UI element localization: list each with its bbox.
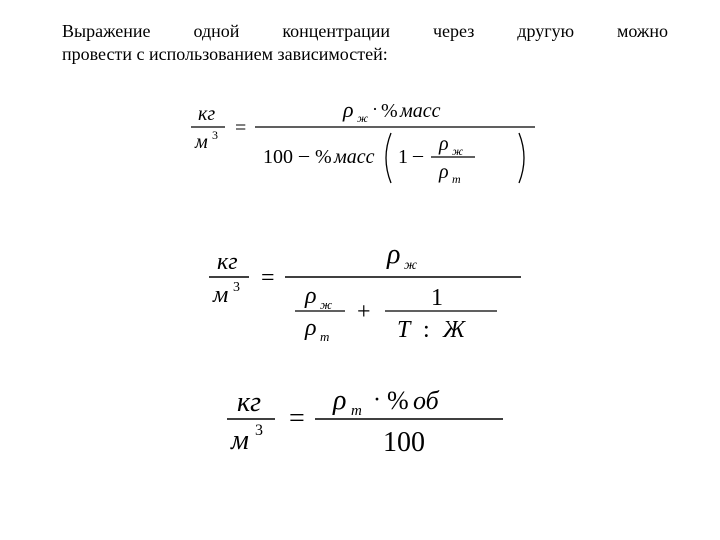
plus: + bbox=[357, 299, 371, 325]
pct: % bbox=[381, 100, 398, 122]
m-text: м bbox=[230, 425, 249, 456]
m-text: м bbox=[194, 131, 208, 153]
cube-sup: 3 bbox=[233, 280, 240, 295]
equation-1: кг м 3 = ρ ж · % масс 100 – % масс bbox=[185, 79, 545, 191]
pct: % bbox=[315, 146, 332, 168]
cube-sup: 3 bbox=[255, 422, 263, 439]
lhs-kg-over-m3: кг м 3 bbox=[191, 103, 225, 153]
dot: · bbox=[372, 99, 378, 119]
rho-sub: т bbox=[351, 403, 362, 419]
eq2-numerator: ρ ж bbox=[386, 239, 417, 273]
rho: ρ bbox=[304, 283, 317, 309]
rho-sub: ж bbox=[452, 144, 463, 158]
rho-sub: ж bbox=[320, 297, 332, 312]
minus: – bbox=[298, 144, 310, 166]
mass: масс bbox=[333, 146, 375, 168]
ob: об bbox=[413, 386, 440, 415]
minus: – bbox=[412, 144, 424, 166]
eq1-numerator: ρ ж · % масс bbox=[342, 97, 441, 125]
pct: % bbox=[387, 386, 409, 415]
lhs-kg-over-m3: кг м 3 bbox=[227, 387, 275, 456]
lparen bbox=[386, 133, 391, 183]
intro-paragraph: Выражение одной концентрации через другу… bbox=[62, 20, 668, 65]
intro-word: одной bbox=[193, 20, 239, 43]
rho-sub: т bbox=[320, 329, 329, 344]
intro-word: Выражение bbox=[62, 20, 151, 43]
rho-sub: ж bbox=[357, 111, 368, 125]
rho-sub: ж bbox=[404, 258, 417, 273]
rho: ρ bbox=[342, 97, 354, 122]
equation-3: кг м 3 = ρ т · % об 100 bbox=[215, 377, 515, 465]
one: 1 bbox=[431, 285, 443, 311]
intro-word: можно bbox=[617, 20, 668, 43]
hundred: 100 bbox=[263, 146, 293, 168]
hundred: 100 bbox=[383, 427, 425, 458]
rho: ρ bbox=[332, 385, 346, 416]
kg-text: кг bbox=[217, 249, 238, 275]
equation-2: кг м 3 = ρ ж ρ ж ρ т + bbox=[195, 219, 535, 349]
one: 1 bbox=[398, 146, 408, 168]
eq3-numerator: ρ т · % об bbox=[332, 385, 440, 419]
cube-sup: 3 bbox=[212, 128, 218, 142]
kg-text: кг bbox=[198, 103, 215, 125]
T: Т bbox=[397, 317, 412, 343]
rho: ρ bbox=[304, 315, 317, 341]
intro-line-1: Выражение одной концентрации через другу… bbox=[62, 20, 668, 43]
rho-sub: т bbox=[452, 172, 461, 186]
equals-sign: = bbox=[261, 265, 275, 291]
intro-word: концентрации bbox=[282, 20, 390, 43]
mass: масс bbox=[399, 100, 441, 122]
intro-word: через bbox=[433, 20, 474, 43]
rparen bbox=[519, 133, 524, 183]
colon: : bbox=[423, 317, 430, 343]
eq2-denominator: ρ ж ρ т + 1 Т : Ж bbox=[295, 283, 497, 344]
intro-word: другую bbox=[517, 20, 574, 43]
equals-sign: = bbox=[289, 403, 305, 434]
document-page: Выражение одной концентрации через другу… bbox=[0, 0, 720, 465]
lhs-kg-over-m3: кг м 3 bbox=[209, 249, 249, 308]
rho-fraction: ρ ж ρ т bbox=[431, 133, 475, 186]
rho: ρ bbox=[438, 161, 449, 183]
rho: ρ bbox=[386, 239, 400, 270]
dot: · bbox=[373, 387, 381, 413]
intro-line-2: провести с использованием зависимостей: bbox=[62, 43, 668, 66]
equals-sign: = bbox=[235, 117, 246, 139]
rho: ρ bbox=[438, 133, 449, 155]
eq1-denominator: 100 – % масс 1 – ρ ж ρ т bbox=[263, 133, 524, 186]
equations-block: кг м 3 = ρ ж · % масс 100 – % масс bbox=[62, 79, 668, 465]
Zh: Ж bbox=[442, 317, 466, 343]
m-text: м bbox=[212, 282, 228, 308]
kg-text: кг bbox=[237, 387, 261, 418]
